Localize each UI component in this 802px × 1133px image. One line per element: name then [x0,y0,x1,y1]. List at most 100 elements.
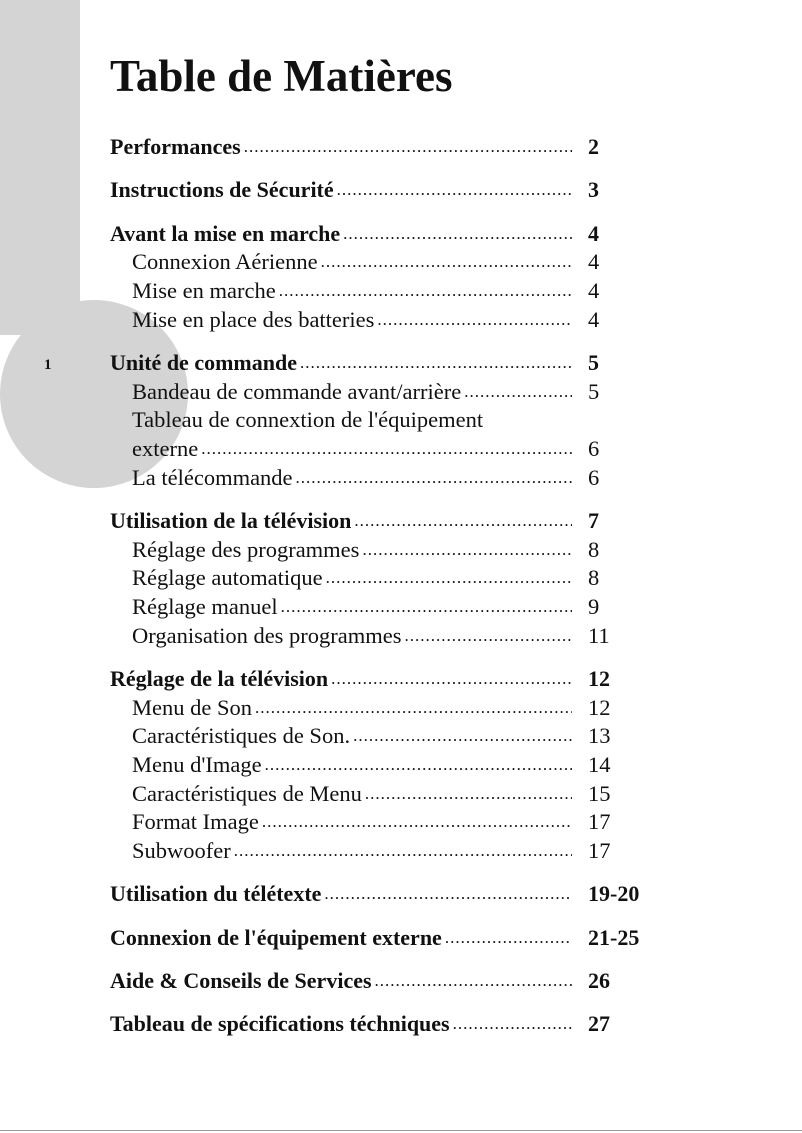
entry-lead: Bandeau de commande avant/arrière [110,378,572,407]
entry-label: Menu de Son [132,694,252,720]
dot-leader [372,967,572,996]
page-circle-decoration [0,300,188,488]
entry-lead: Format Image [110,808,572,837]
entry-label: Réglage de la télévision [110,665,329,691]
toc-section-entry[interactable]: Avant la mise en marche 4 [110,220,670,249]
entry-label: Mise en marche [132,277,276,303]
entry-label: Caractéristiques de Son. [132,723,351,749]
entry-label: Mise en place des batteries [132,306,375,332]
dot-leader [328,665,572,694]
dot-leader [351,507,572,536]
entry-label: Tableau de connextion de l'équipement [132,407,484,433]
entry-label: Bandeau de commande avant/arrière [132,378,462,404]
entry-lead: Connexion de l'équipement externe [110,924,572,953]
toc-sub-entry[interactable]: externe 6 [110,435,670,464]
toc-sub-entry[interactable]: Réglage manuel 9 [110,593,670,622]
toc-sub-entry[interactable]: Subwoofer 17 [110,837,670,866]
bottom-rule [0,1130,802,1131]
entry-lead: externe [110,435,572,464]
dot-leader [359,536,572,565]
toc-section-entry[interactable]: Unité de commande 5 [110,349,670,378]
entry-lead: Mise en place des batteries [110,306,572,335]
toc-sub-entry[interactable]: Mise en marche 4 [110,277,670,306]
entry-lead: La télécommande [110,464,572,493]
toc-section: Performances 2 [110,133,670,162]
toc-section-entry[interactable]: Utilisation du télétexte 19-20 [110,880,670,909]
entry-label: Connexion de l'équipement externe [110,924,442,950]
dot-leader [374,306,572,335]
entry-label: Instructions de Sécurité [110,177,334,203]
toc-section: Instructions de Sécurité 3 [110,176,670,205]
toc-section-entry[interactable]: Réglage de la télévision 12 [110,665,670,694]
toc-sub-entry[interactable]: Réglage automatique 8 [110,564,670,593]
toc-section-entry[interactable]: Performances 2 [110,133,670,162]
toc-section-entry[interactable]: Utilisation de la télévision 7 [110,507,670,536]
toc-sub-entry[interactable]: Menu d'Image 14 [110,751,670,780]
entry-lead: Tableau de connextion de l'équipement [110,406,572,435]
toc-sub-entry[interactable]: Bandeau de commande avant/arrière 5 [110,378,670,407]
entry-page: 4 [588,277,600,303]
dot-leader [231,837,572,866]
entry-label: Menu d'Image [132,752,262,778]
toc-sub-entry[interactable]: Caractéristiques de Son. 13 [110,722,670,751]
toc-sub-entry[interactable]: Caractéristiques de Menu 15 [110,780,670,809]
entry-page: 6 [588,435,600,461]
toc-section: Utilisation de la télévision 7 Réglage des… [110,507,670,650]
entry-label: Tableau de spécifications téchniques [110,1011,450,1037]
entry-page: 6 [588,464,600,490]
dot-leader [350,722,572,751]
entry-lead: Organisation des programmes [110,622,572,651]
entry-lead: Menu d'Image [110,751,572,780]
toc-section-entry[interactable]: Tableau de spécifications téchniques 27 [110,1010,670,1039]
entry-lead: Avant la mise en marche [110,220,572,249]
entry-label: Avant la mise en marche [110,220,341,246]
entry-lead: Caractéristiques de Son. [110,722,572,751]
toc-sub-entry[interactable]: La télécommande 6 [110,464,670,493]
entry-page: 4 [588,220,599,246]
entry-label: Réglage manuel [132,594,278,619]
entry-lead: Réglage de la télévision [110,665,572,694]
entry-label: Unité de commande [110,349,297,375]
dot-leader [442,924,572,953]
dot-leader [450,1010,572,1039]
dot-leader [198,435,572,464]
entry-page: 3 [588,177,599,203]
dot-leader [362,780,572,809]
toc-sub-entry[interactable]: Menu de Son 12 [110,694,670,723]
entry-lead: Utilisation de la télévision [110,507,572,536]
entry-page: 17 [588,809,611,835]
entry-page: 11 [588,622,610,648]
dot-leader [262,751,572,780]
entry-label: Format Image [132,809,259,835]
toc-section-entry[interactable]: Aide & Conseils de Services 26 [110,967,670,996]
toc-sub-entry[interactable]: Tableau de connextion de l'équipement [110,406,670,435]
entry-label: Organisation des programmes [132,622,402,648]
toc-section-entry[interactable]: Connexion de l'équipement externe 21-25 [110,924,670,953]
entry-lead: Caractéristiques de Menu [110,780,572,809]
entry-page: 17 [588,838,611,864]
dot-leader [483,406,572,435]
entry-lead: Performances [110,133,572,162]
toc-sub-entry[interactable]: Réglage des programmes 8 [110,536,670,565]
toc-sub-entry[interactable]: Format Image 17 [110,808,670,837]
dot-leader [241,133,572,162]
toc-section: Connexion de l'équipement externe 21-25 [110,924,670,953]
entry-lead: Mise en marche [110,277,572,306]
toc-sub-entry[interactable]: Mise en place des batteries 4 [110,306,670,335]
entry-lead: Aide & Conseils de Services [110,967,572,996]
entry-page: 5 [588,349,599,375]
dot-leader [297,349,572,378]
entry-label: externe [132,435,199,461]
toc-section: Unité de commande 5 Bandeau de commande av… [110,349,670,492]
toc-sub-entry[interactable]: Organisation des programmes 11 [110,622,670,651]
toc-section-entry[interactable]: Instructions de Sécurité 3 [110,176,670,205]
entry-lead: Unité de commande [110,349,572,378]
entry-page: 19-20 [588,881,640,907]
entry-lead: Connexion Aérienne [110,248,572,277]
entry-page: 12 [588,694,611,720]
entry-lead: Tableau de spécifications téchniques [110,1010,572,1039]
toc-sub-entry[interactable]: Connexion Aérienne 4 [110,248,670,277]
dot-leader [259,808,572,837]
dot-leader [318,248,572,277]
page-title: Table de Matières [110,51,453,101]
